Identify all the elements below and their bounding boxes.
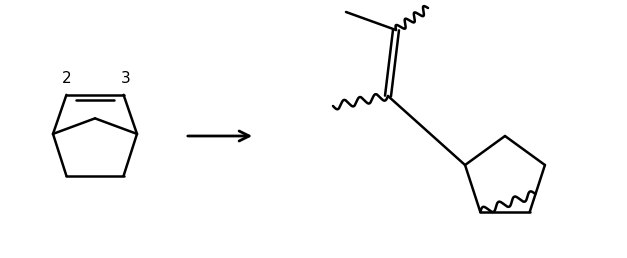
- Text: 3: 3: [120, 71, 130, 86]
- Text: 2: 2: [61, 71, 71, 86]
